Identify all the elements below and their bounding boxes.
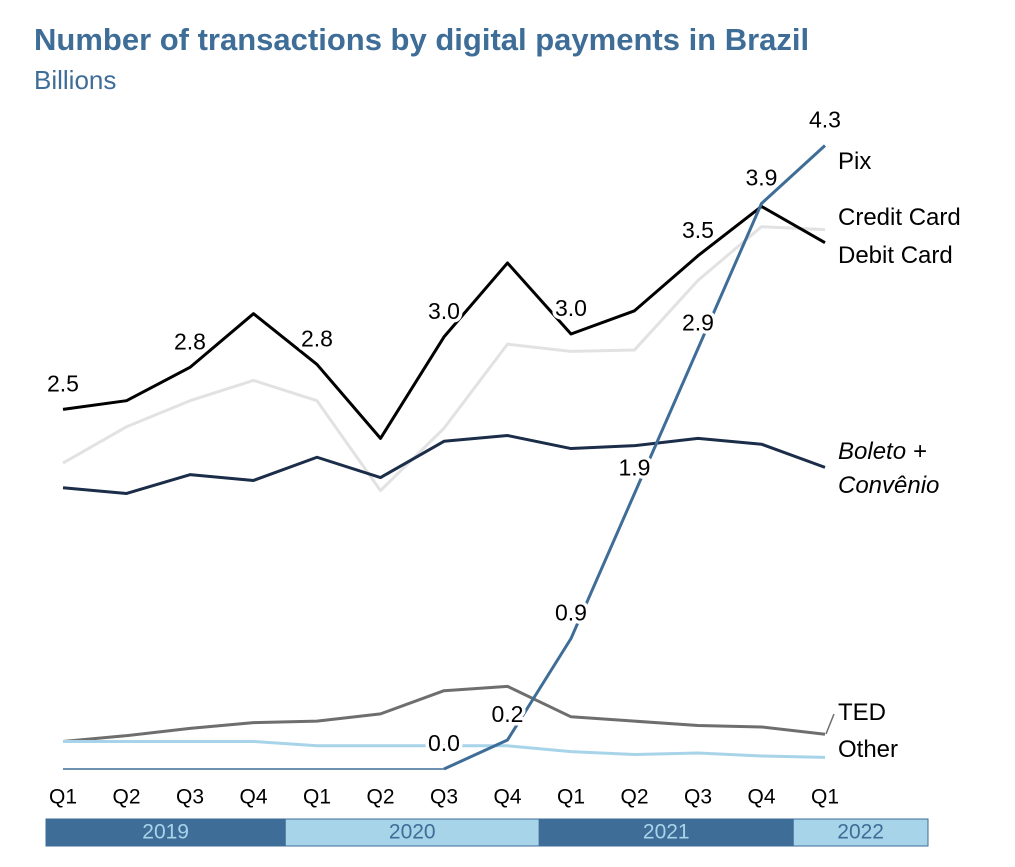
x-tick-label: Q4	[747, 786, 775, 809]
series-line	[62, 434, 826, 495]
data-label: 3.0	[555, 295, 587, 321]
legend-label: Boleto + Convênio	[838, 438, 940, 499]
series-line	[62, 204, 826, 440]
data-label: 2.9	[682, 310, 714, 336]
chart-title: Number of transactions by digital paymen…	[34, 22, 809, 57]
x-tick-label: Q2	[366, 786, 394, 809]
legend-label: Other	[838, 736, 899, 763]
legend-label: Credit Card	[838, 204, 961, 231]
year-label: 2022	[837, 821, 884, 844]
data-label: 3.0	[428, 298, 460, 324]
data-label: 3.5	[682, 217, 714, 243]
legend-label: Pix	[838, 148, 872, 175]
data-label: 0.2	[492, 701, 524, 727]
year-band	[538, 818, 794, 847]
x-tick-label: Q3	[684, 786, 712, 809]
year-band	[284, 818, 540, 847]
x-tick-label: Q2	[620, 786, 648, 809]
series-line	[63, 739, 826, 759]
series-line	[62, 225, 826, 493]
year-label: 2021	[643, 821, 690, 844]
data-label: 2.5	[47, 370, 79, 396]
leader-line	[825, 713, 835, 735]
x-tick-label: Q1	[49, 786, 77, 809]
data-label: 0.9	[555, 600, 587, 626]
x-tick-label: Q4	[493, 786, 521, 809]
data-label: 0.0	[428, 730, 460, 756]
data-label: 3.9	[746, 165, 778, 191]
chart-subtitle: Billions	[34, 65, 116, 95]
x-tick-label: Q3	[430, 786, 458, 809]
data-label: 4.3	[809, 107, 841, 133]
data-label: 2.8	[174, 328, 206, 354]
data-label: 1.9	[619, 455, 651, 481]
x-tick-label: Q2	[112, 786, 140, 809]
x-tick-label: Q4	[239, 786, 267, 809]
year-band	[792, 818, 929, 847]
series-line	[443, 144, 827, 771]
x-tick-label: Q1	[303, 786, 331, 809]
x-tick-label: Q1	[557, 786, 585, 809]
year-band	[45, 818, 286, 847]
year-label: 2019	[142, 821, 189, 844]
x-tick-label: Q1	[811, 786, 839, 809]
year-label: 2020	[389, 821, 436, 844]
x-tick-label: Q3	[176, 786, 204, 809]
legend-label: TED	[838, 699, 886, 726]
legend-label: Debit Card	[838, 242, 953, 269]
series-line	[62, 684, 826, 743]
data-label: 2.8	[301, 326, 333, 352]
